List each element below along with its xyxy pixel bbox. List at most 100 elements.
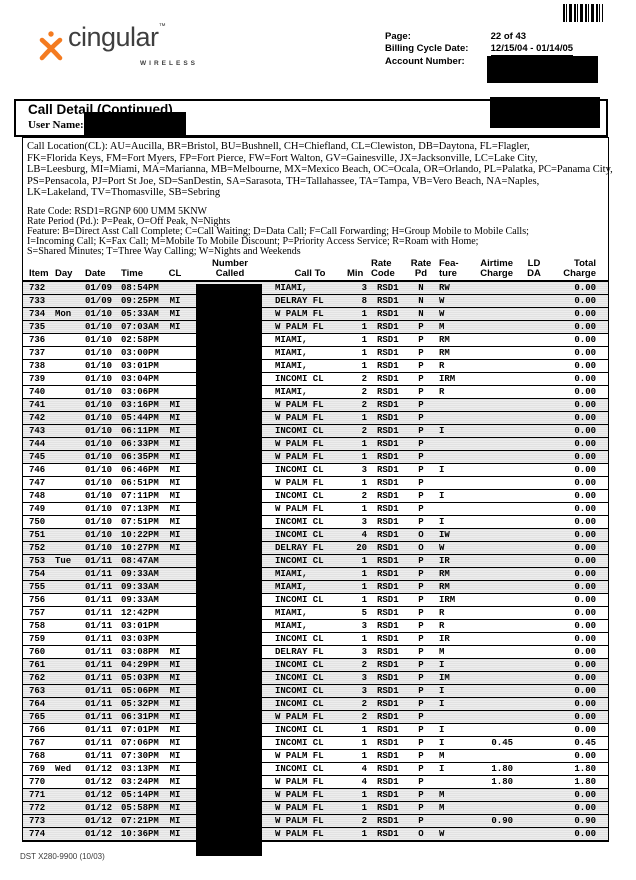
- cell-item: 761: [29, 659, 46, 670]
- cell-feat: [435, 776, 473, 788]
- cell-rate: RSD1: [377, 815, 399, 826]
- cell-pd: P: [418, 386, 424, 397]
- cell-day: [55, 659, 81, 671]
- cell-total: 0.00: [574, 295, 596, 306]
- cell-total: 0.00: [574, 516, 596, 527]
- cell-item: 769: [29, 763, 46, 774]
- cell-ld: [521, 477, 547, 489]
- cell-day: [55, 477, 81, 489]
- cell-feat: RM: [439, 347, 450, 358]
- cell-min: 1: [361, 451, 367, 462]
- col-header-line: Charge: [563, 267, 596, 279]
- cell-total: 0.00: [574, 607, 596, 618]
- cell-rate: RSD1: [377, 620, 399, 631]
- cell-min: 3: [361, 620, 367, 631]
- cell-day: [55, 334, 81, 346]
- cell-min: 8: [361, 295, 367, 306]
- cell-pd: P: [418, 490, 424, 501]
- col-header-line: DA: [527, 267, 541, 279]
- cell-air: [473, 750, 521, 762]
- cell-cl: [163, 594, 187, 606]
- cell-min: 4: [361, 763, 367, 774]
- cell-air: [473, 568, 521, 580]
- cell-date: 01/10: [85, 347, 113, 358]
- cell-total: 0.00: [574, 672, 596, 683]
- cell-rate: RSD1: [377, 750, 399, 761]
- cell-total: 0.00: [574, 542, 596, 553]
- cell-min: 1: [361, 828, 367, 839]
- cell-day: [55, 399, 81, 411]
- cell-pd: P: [418, 477, 424, 488]
- text-line: LK=Lakeland, TV=Thomasville, SB=Sebring: [27, 187, 221, 198]
- cell-rate: RSD1: [377, 802, 399, 813]
- redaction-header: [490, 97, 600, 128]
- cell-min: 2: [361, 399, 367, 410]
- cell-total: 0.00: [574, 503, 596, 514]
- cell-to: DELRAY FL: [275, 646, 324, 657]
- cell-date: 01/10: [85, 321, 113, 332]
- cell-air: [473, 282, 521, 294]
- cell-date: 01/10: [85, 334, 113, 345]
- cell-ld: [521, 334, 547, 346]
- cell-date: 01/11: [85, 711, 113, 722]
- cell-to: DELRAY FL: [275, 295, 324, 306]
- cell-date: 01/09: [85, 295, 113, 306]
- cell-time: 10:36PM: [121, 828, 159, 839]
- cell-item: 738: [29, 360, 46, 371]
- cell-date: 01/11: [85, 750, 113, 761]
- cell-pd: P: [418, 581, 424, 592]
- cell-rate: RSD1: [377, 529, 399, 540]
- cell-date: 01/11: [85, 607, 113, 618]
- cell-cl: MI: [169, 711, 181, 722]
- cell-to: INCOMI CL: [275, 672, 324, 683]
- cell-pd: P: [418, 607, 424, 618]
- cell-min: 1: [361, 334, 367, 345]
- cell-time: 10:22PM: [121, 529, 159, 540]
- cell-rate: RSD1: [377, 516, 399, 527]
- cell-item: 770: [29, 776, 46, 787]
- cell-day: [55, 386, 81, 398]
- cell-to: INCOMI CL: [275, 373, 324, 384]
- cell-feat: I: [439, 490, 445, 501]
- cell-time: 03:13PM: [121, 763, 159, 774]
- cell-min: 3: [361, 282, 367, 293]
- cell-min: 1: [361, 802, 367, 813]
- cell-item: 757: [29, 607, 46, 618]
- table-row: 761 01/11 04:29PM MI INCOMI CL 2 RSD1 P I 0.00: [23, 658, 608, 672]
- cell-day: [55, 373, 81, 385]
- cell-cl: MI: [169, 477, 181, 488]
- cell-day: [55, 737, 81, 749]
- cell-item: 763: [29, 685, 46, 696]
- cell-min: 3: [361, 646, 367, 657]
- cell-time: 03:00PM: [121, 347, 159, 358]
- cell-day: [55, 529, 81, 541]
- cell-day: [55, 789, 81, 801]
- cell-day: [55, 282, 81, 294]
- cell-cl: [163, 334, 187, 346]
- cell-air: [473, 503, 521, 515]
- cell-ld: [521, 555, 547, 567]
- cell-item: 744: [29, 438, 46, 449]
- cell-min: 3: [361, 464, 367, 475]
- cell-min: 1: [361, 477, 367, 488]
- cell-feat: IW: [439, 529, 450, 540]
- cell-cl: MI: [169, 490, 181, 501]
- cell-air: [473, 711, 521, 723]
- cell-total: 0.00: [574, 724, 596, 735]
- cell-time: 09:33AM: [121, 568, 159, 579]
- cingular-logo: cingular™ WIRELESS: [38, 22, 198, 76]
- cell-date: 01/10: [85, 412, 113, 423]
- cell-feat: IM: [439, 672, 450, 683]
- cell-feat: W: [439, 295, 445, 306]
- cell-air: 1.80: [491, 763, 513, 774]
- cell-to: W PALM FL: [275, 750, 324, 761]
- cell-date: 01/12: [85, 789, 113, 800]
- cell-pd: N: [418, 282, 424, 293]
- table-row: 757 01/11 12:42PM MIAMI, 5 RSD1 P R 0.00: [23, 607, 608, 620]
- cell-ld: [521, 412, 547, 424]
- cell-air: [473, 802, 521, 814]
- cell-total: 0.00: [574, 750, 596, 761]
- cell-time: 03:03PM: [121, 633, 159, 644]
- cell-time: 05:58PM: [121, 802, 159, 813]
- cell-time: 08:47AM: [121, 555, 159, 566]
